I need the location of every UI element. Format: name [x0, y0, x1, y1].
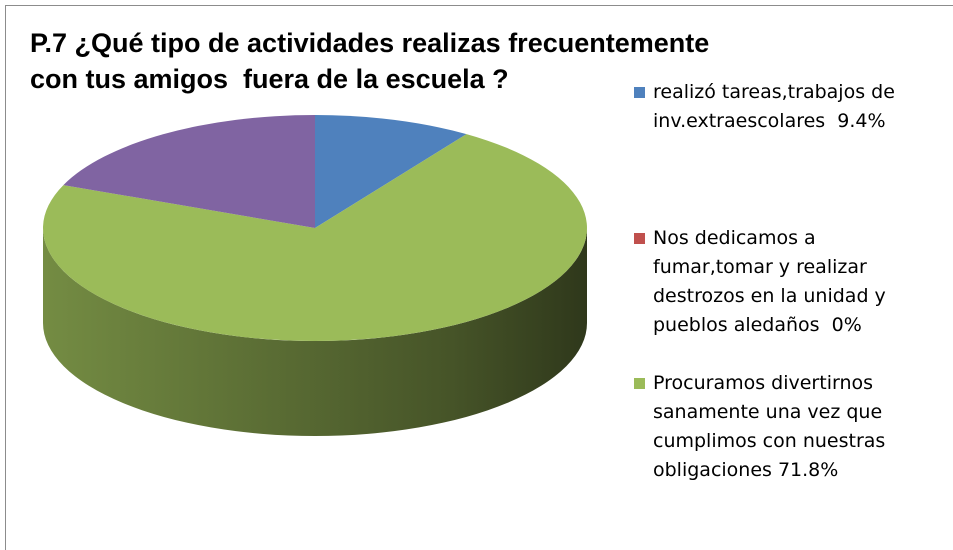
chart-border	[5, 5, 953, 550]
legend-swatch	[634, 87, 645, 98]
legend-swatch	[634, 233, 645, 244]
pie-slice	[63, 115, 315, 228]
pie-slice	[315, 115, 467, 228]
pie-slice	[42, 134, 587, 341]
legend-label: realizó tareas,trabajos de inv.extraesco…	[653, 81, 901, 132]
legend-label: Procuramos divertirnos sanamente una vez…	[653, 372, 892, 481]
chart-title: P.7 ¿Qué tipo de actividades realizas fr…	[30, 28, 709, 58]
pie-side	[43, 228, 587, 436]
legend-swatch	[634, 378, 645, 389]
legend-label: Nos dedicamos a fumar,tomar y realizar d…	[653, 227, 892, 336]
chart-title: con tus amigos fuera de la escuela ?	[30, 64, 509, 94]
